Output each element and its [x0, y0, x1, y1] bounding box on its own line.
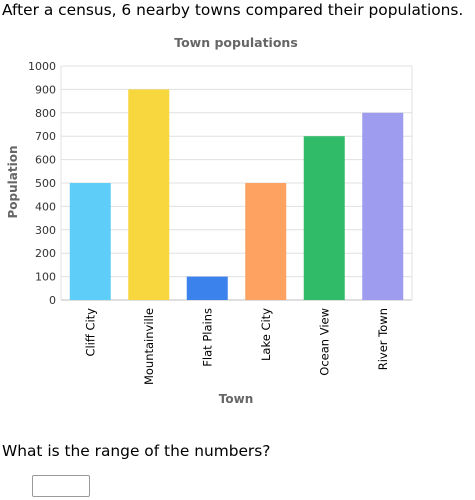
- answer-input[interactable]: [32, 475, 90, 497]
- y-axis-ticks: 0 100 200 300 400 500 600 700 800 900 1000: [28, 60, 56, 307]
- x-tick-label: Flat Plains: [200, 308, 214, 367]
- x-tick-label: River Town: [376, 308, 390, 370]
- y-tick-label: 900: [35, 83, 56, 96]
- y-tick-label: 700: [35, 130, 56, 143]
- bar-cliff-city: [69, 183, 111, 300]
- y-tick-label: 500: [35, 177, 56, 190]
- grid-lines: [60, 65, 413, 301]
- bar-mountainville: [128, 89, 170, 301]
- bar-ocean-view: [303, 136, 345, 300]
- y-tick-label: 0: [49, 294, 56, 307]
- y-tick-label: 300: [35, 224, 56, 237]
- intro-text: After a census, 6 nearby towns compared …: [2, 1, 464, 19]
- x-tick-label: Mountainville: [142, 308, 156, 385]
- chart-title: Town populations: [174, 35, 298, 50]
- bar-flat-plains: [186, 276, 228, 300]
- x-axis-label: Town: [219, 392, 253, 406]
- x-tick-label: Cliff City: [83, 308, 97, 357]
- bar-lake-city: [245, 183, 287, 300]
- bar-chart: Town populations 0 100 200 300 400 500 600 700 8…: [6, 35, 413, 406]
- bar-river-town: [362, 112, 404, 300]
- y-tick-label: 200: [35, 247, 56, 260]
- y-tick-label: 400: [35, 200, 56, 213]
- y-tick-label: 600: [35, 154, 56, 167]
- question-text: What is the range of the numbers?: [2, 442, 271, 460]
- x-tick-label: Lake City: [259, 308, 273, 361]
- bars: [69, 89, 404, 301]
- y-axis-label: Population: [6, 145, 20, 218]
- y-tick-label: 800: [35, 107, 56, 120]
- x-tick-label: Ocean View: [317, 308, 331, 376]
- x-axis-ticks: Cliff City Mountainville Flat Plains Lake C…: [83, 308, 390, 385]
- y-tick-label: 1000: [28, 60, 56, 73]
- y-tick-label: 100: [35, 271, 56, 284]
